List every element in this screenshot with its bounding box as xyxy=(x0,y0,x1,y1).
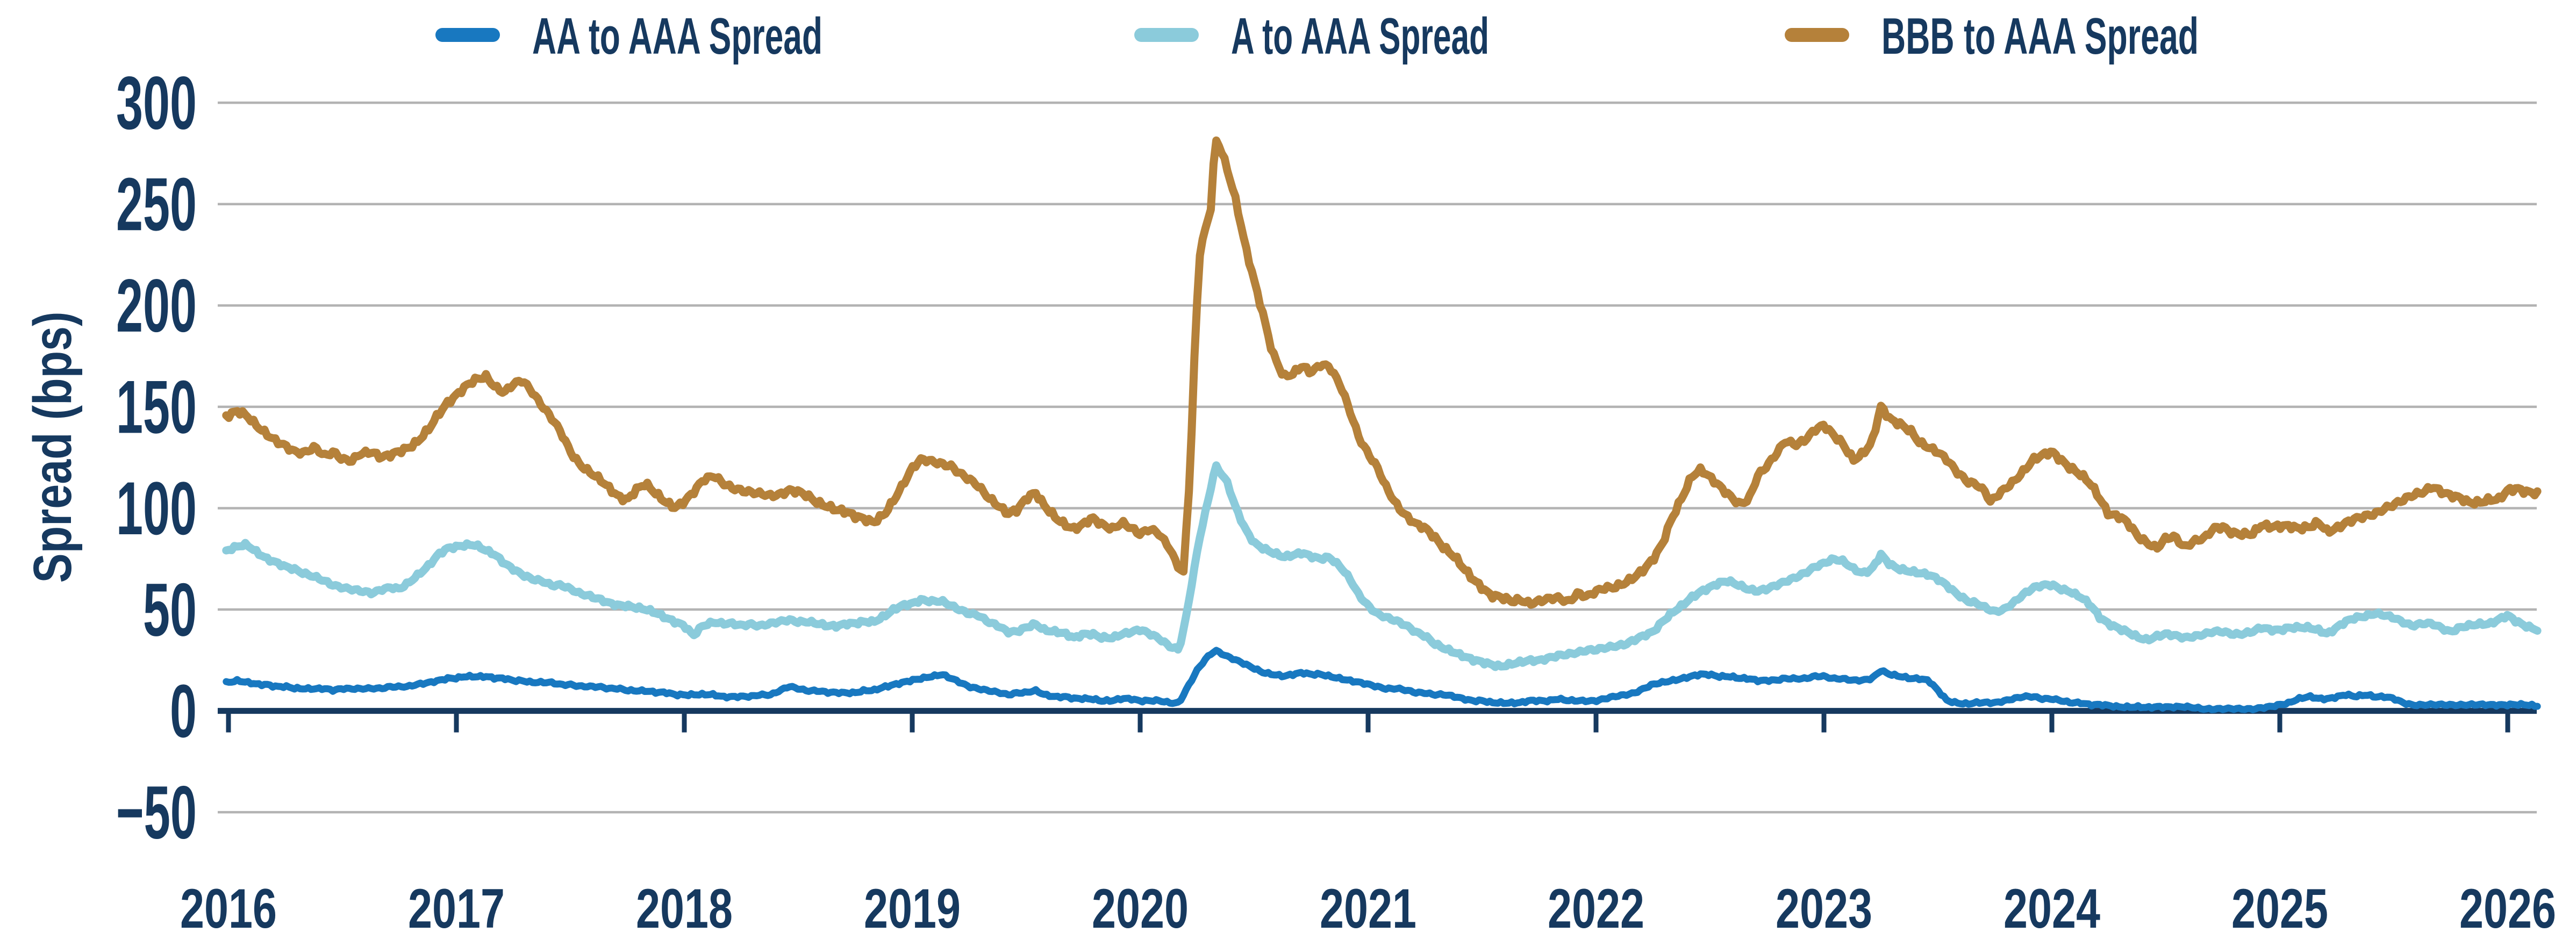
y-axis-title: Spread (bps) xyxy=(23,312,83,583)
x-tick-label-2016: 2016 xyxy=(180,878,277,929)
x-tick-label-2026: 2026 xyxy=(2459,878,2556,929)
x-tick-label-2018: 2018 xyxy=(636,878,733,929)
legend-swatch-aa-icon xyxy=(435,28,500,42)
y-tick-label-0: 0 xyxy=(170,669,197,753)
series-line-a-to-aaa-spread xyxy=(222,461,2542,671)
x-tick-label-2019: 2019 xyxy=(864,878,961,929)
legend-swatch-a-icon xyxy=(1134,28,1199,42)
y-tick-label-50: 50 xyxy=(143,568,197,652)
x-tick-label-2023: 2023 xyxy=(1776,878,1872,929)
legend-swatch-bbb-icon xyxy=(1785,28,1849,42)
x-tick-label-2017: 2017 xyxy=(408,878,505,929)
y-tick-label-100: 100 xyxy=(116,466,197,550)
legend-label-a: A to AAA Spread xyxy=(1231,8,1489,65)
series-line-bbb-to-aaa-spread xyxy=(222,136,2542,609)
y-tick-label--50: −50 xyxy=(116,770,197,855)
x-tick-label-2020: 2020 xyxy=(1092,878,1189,929)
y-tick-label-150: 150 xyxy=(116,364,197,449)
x-tick-label-2025: 2025 xyxy=(2231,878,2328,929)
y-tick-label-250: 250 xyxy=(116,162,197,246)
legend: AA to AAA Spread A to AAA Spread BBB to … xyxy=(435,8,2199,65)
axis-group xyxy=(218,708,2537,733)
legend-label-aa: AA to AAA Spread xyxy=(532,8,822,65)
series-lines-group xyxy=(222,136,2542,713)
series-line-aa-to-aaa-spread xyxy=(223,647,2541,713)
x-tick-label-2024: 2024 xyxy=(2003,878,2100,929)
y-tick-label-200: 200 xyxy=(116,263,197,348)
y-tick-label-300: 300 xyxy=(116,61,197,145)
tick-labels-group: 300 250 200 150 100 50 0 −50 2016 2017 2018 2019 202… xyxy=(116,61,2556,932)
x-tick-label-2021: 2021 xyxy=(1320,878,1416,929)
x-tick-label-2022: 2022 xyxy=(1548,878,1644,929)
legend-label-bbb: BBB to AAA Spread xyxy=(1881,8,2199,65)
